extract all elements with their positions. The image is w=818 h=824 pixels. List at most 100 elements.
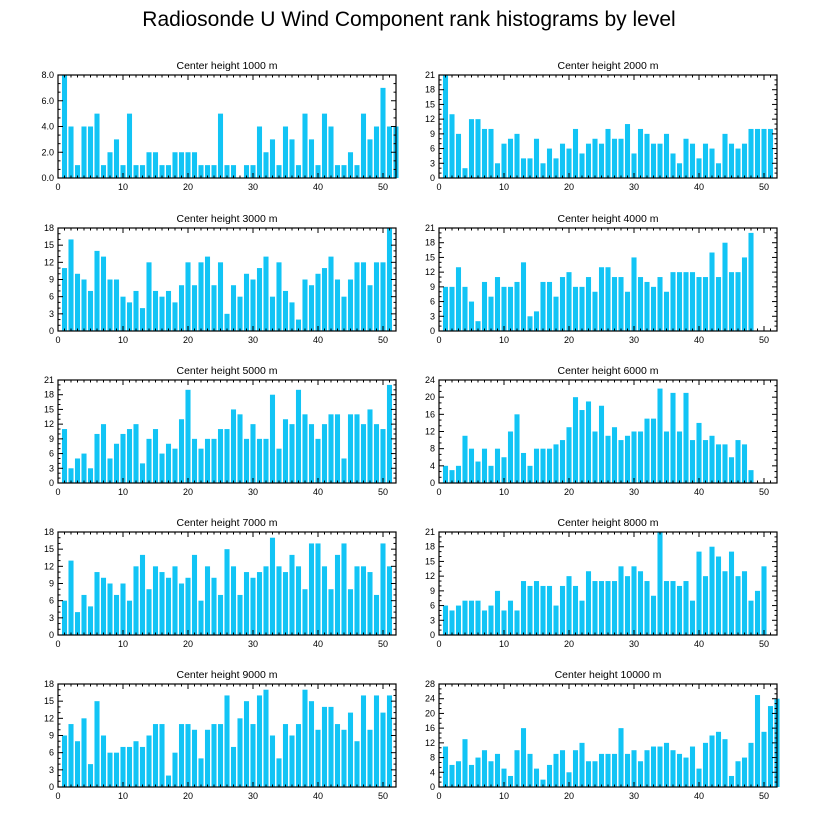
histogram-bar <box>328 256 334 331</box>
histogram-bar <box>178 419 185 483</box>
histogram-bar <box>598 143 605 178</box>
panel-title: Center height 1000 m <box>177 60 278 72</box>
histogram-bar <box>761 731 767 787</box>
x-tick-label: 20 <box>564 487 574 497</box>
histogram-bar <box>185 724 191 787</box>
histogram-bar <box>533 138 540 178</box>
histogram-bar <box>386 384 393 483</box>
histogram-bar <box>605 435 611 483</box>
histogram-bar <box>133 566 139 635</box>
histogram-bar <box>100 577 107 635</box>
histogram-bar <box>191 729 198 787</box>
histogram-bar <box>198 262 204 331</box>
histogram-bar <box>715 163 722 178</box>
histogram-bar <box>598 753 605 787</box>
histogram-bar <box>159 572 165 635</box>
histogram-bar <box>224 429 230 483</box>
histogram-bar <box>546 281 553 331</box>
histogram-bar <box>263 152 269 178</box>
histogram-bar <box>728 272 735 331</box>
histogram-bar <box>494 753 501 787</box>
histogram-bar <box>211 165 217 179</box>
x-tick-label: 0 <box>55 791 60 801</box>
histogram-bar <box>559 143 566 178</box>
histogram-bar <box>185 262 191 331</box>
histogram-bar <box>494 590 501 635</box>
histogram-bar <box>761 128 767 178</box>
histogram-panel-7: Center height 7000 m 0 10 20 30 40 50 0 3 6 9 12 15 1… <box>44 517 397 649</box>
y-tick-label: 3 <box>430 615 435 625</box>
x-tick-label: 10 <box>118 487 128 497</box>
histogram-bar <box>360 424 367 483</box>
histogram-bar <box>360 113 367 179</box>
histogram-bar <box>449 470 455 484</box>
histogram-bar <box>546 585 553 635</box>
histogram-bar <box>533 768 540 787</box>
histogram-bar <box>462 739 468 787</box>
histogram-bar <box>243 438 250 483</box>
x-tick-label: 0 <box>55 487 60 497</box>
histogram-bar <box>373 126 380 178</box>
histogram-bar <box>566 427 572 483</box>
x-tick-label: 0 <box>55 335 60 345</box>
histogram-bar <box>198 758 204 787</box>
histogram-bar <box>715 556 722 635</box>
histogram-bar <box>211 285 217 331</box>
histogram-bar <box>468 448 475 483</box>
histogram-bar <box>618 138 624 178</box>
histogram-bar <box>533 448 540 483</box>
panel-title: Center height 3000 m <box>177 213 278 225</box>
histogram-bar <box>462 600 468 635</box>
x-tick-label: 50 <box>378 639 388 649</box>
histogram-bar <box>269 296 276 331</box>
histogram-bar <box>559 277 566 331</box>
histogram-bar <box>120 165 126 179</box>
histogram-bar <box>74 458 81 483</box>
histogram-bar <box>715 277 722 331</box>
histogram-bar <box>566 772 572 787</box>
histogram-bar <box>553 753 559 787</box>
histogram-bar <box>455 267 462 331</box>
histogram-bar <box>676 753 683 787</box>
histogram-bar <box>347 589 354 635</box>
histogram-bar <box>341 458 347 483</box>
histogram-bar <box>611 427 618 483</box>
histogram-bar <box>644 281 650 331</box>
panel-title: Center height 5000 m <box>177 365 278 377</box>
histogram-bar <box>250 577 256 635</box>
x-tick-label: 40 <box>694 639 704 649</box>
histogram-bar <box>670 750 676 787</box>
histogram-bar <box>702 742 709 787</box>
histogram-bar <box>657 746 663 787</box>
histogram-bar <box>468 301 475 331</box>
histogram-bar <box>341 543 347 635</box>
histogram-bar <box>198 600 204 635</box>
histogram-bar <box>488 605 494 635</box>
histogram-bar <box>709 735 715 787</box>
histogram-bar <box>87 126 94 178</box>
y-tick-label: 15 <box>425 556 435 566</box>
histogram-bar <box>211 724 217 787</box>
histogram-bar <box>289 424 295 483</box>
histogram-bar <box>605 581 611 635</box>
histogram-panel-9: Center height 9000 m 0 10 20 30 40 50 0 3 6 9 12 15 1… <box>44 669 397 801</box>
histogram-bar <box>256 572 263 635</box>
x-tick-label: 40 <box>313 487 323 497</box>
histogram-bar <box>315 543 321 635</box>
y-tick-label: 0 <box>49 478 54 488</box>
histogram-bar <box>354 414 360 483</box>
histogram-bar <box>74 273 81 331</box>
histogram-bar <box>767 128 774 178</box>
histogram-bar <box>735 576 741 635</box>
histogram-bar <box>230 746 237 787</box>
histogram-bar <box>224 695 230 787</box>
histogram-bar <box>159 724 165 787</box>
histogram-bar <box>663 742 670 787</box>
histogram-bar <box>94 433 100 483</box>
histogram-bar <box>592 431 598 483</box>
histogram-bar <box>540 448 546 483</box>
x-tick-label: 10 <box>118 335 128 345</box>
histogram-bar <box>631 153 637 178</box>
y-tick-label: 24 <box>425 375 435 385</box>
